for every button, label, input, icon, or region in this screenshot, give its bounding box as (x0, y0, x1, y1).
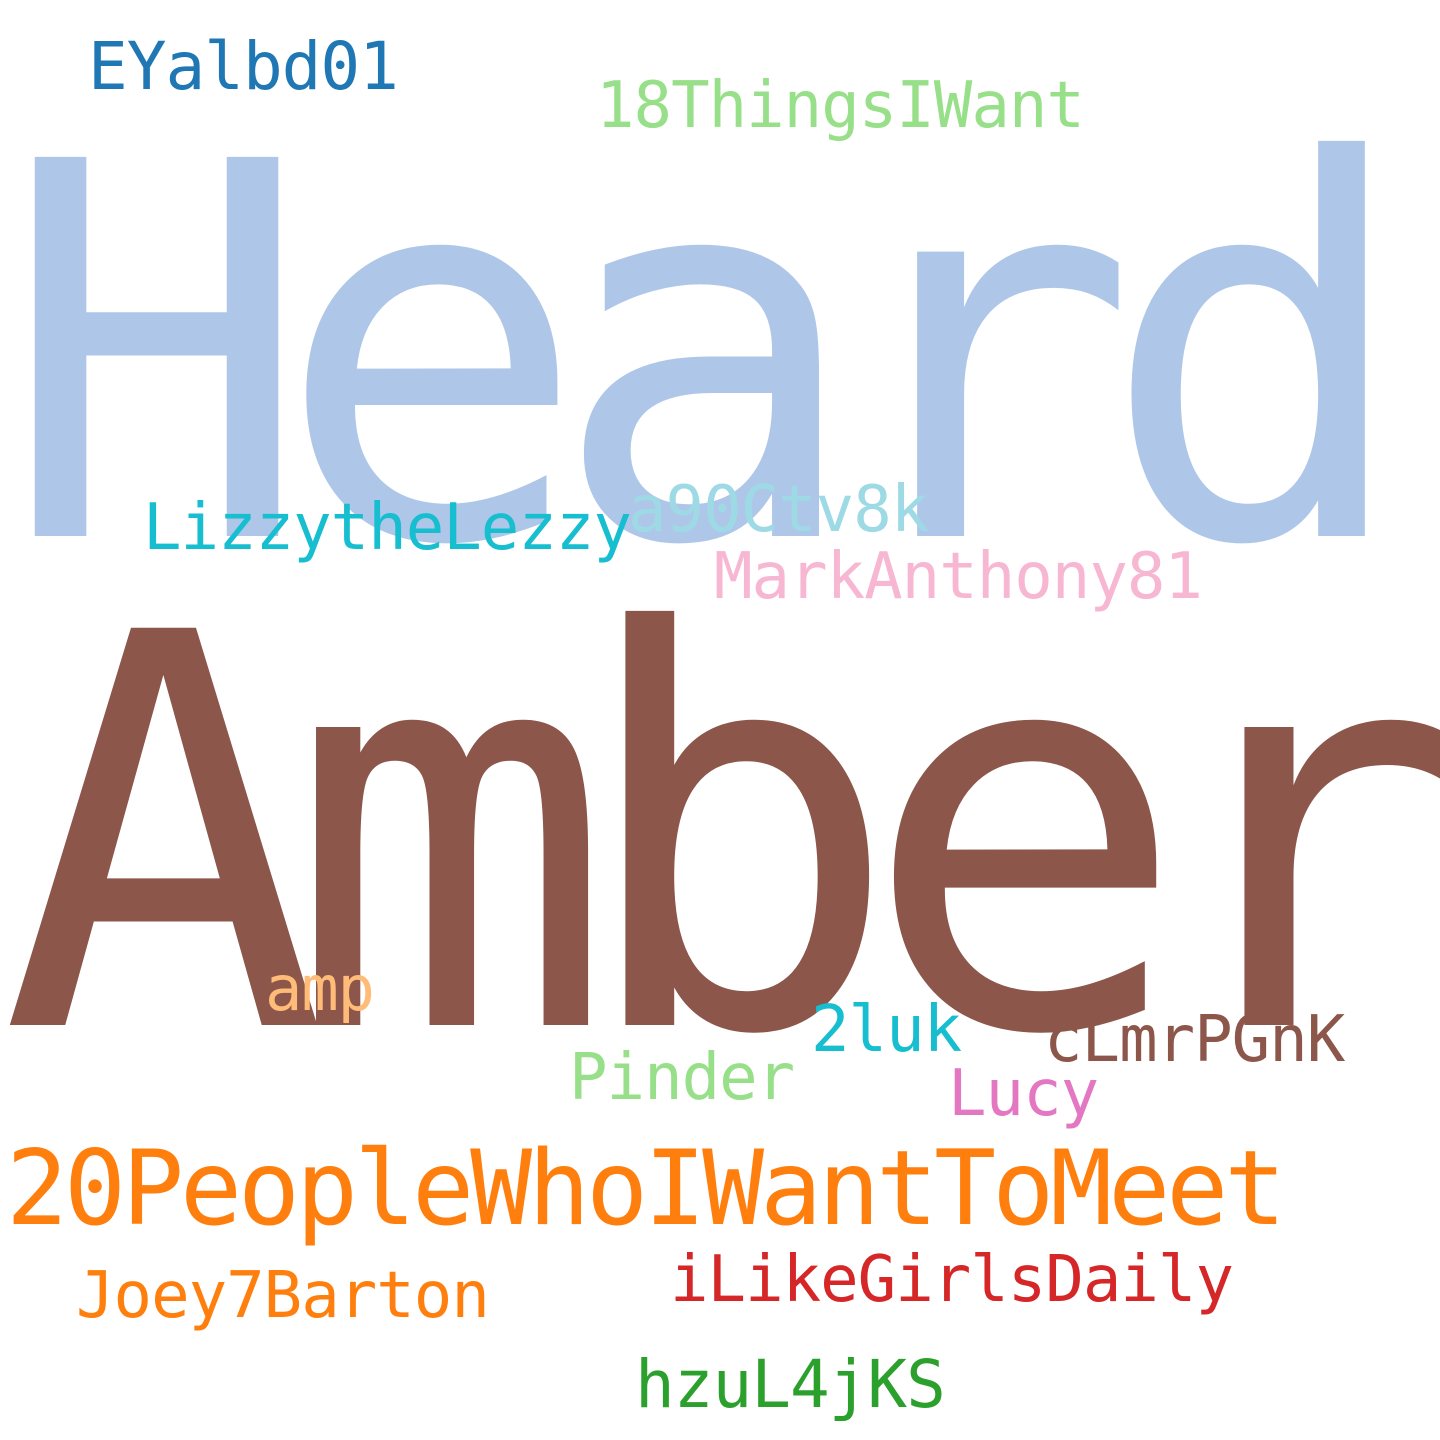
word-lizzythelezzy: LizzytheLezzy (143, 491, 632, 565)
word-amber: Amber (0, 519, 1440, 1154)
word-lucy: Lucy (948, 1057, 1099, 1131)
word-clmrpgnk: cLmrPGnK (1044, 1003, 1345, 1077)
word-2luk: 2luk (811, 993, 962, 1067)
word-eyalbd01: EYalbd01 (88, 28, 399, 105)
word-hzul4jks: hzuL4jKS (635, 1346, 946, 1423)
word-joey7barton: Joey7Barton (76, 1259, 490, 1333)
word-20peoplewhoiwanttomeet: 20PeopleWhoIWantToMeet (6, 1129, 1286, 1249)
word-markanthony81: MarkAnthony81 (714, 540, 1203, 614)
word-amp: amp (265, 952, 375, 1025)
word-ilikegirlsdaily: iLikeGirlsDaily (670, 1243, 1234, 1317)
word-a90ctv8k: a90Ctv8k (628, 473, 929, 547)
word-pinder: Pinder (569, 1041, 795, 1115)
word-18thingsiwant: 18ThingsIWant (596, 69, 1085, 143)
word-heard: Heard (0, 53, 1413, 659)
